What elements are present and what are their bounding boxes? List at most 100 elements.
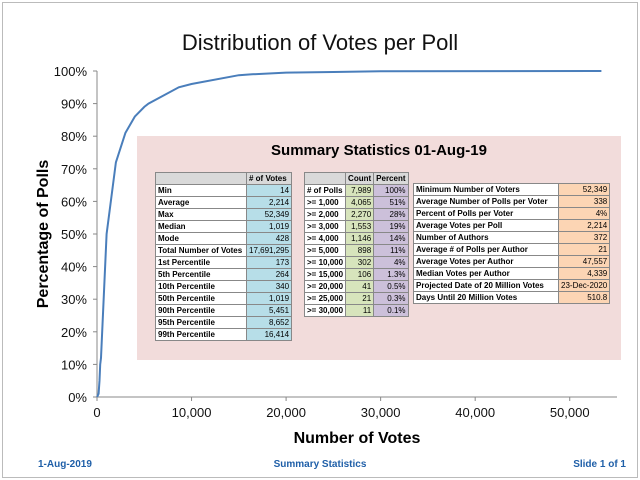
table-cell: 2,214 (245, 196, 293, 209)
table-cell: 2,214 (557, 219, 611, 232)
table-row: >= 2,000 2,270 28% (303, 208, 409, 221)
x-tick-label: 20,000 (266, 405, 306, 420)
table-row: Average Votes per Poll 2,214 (413, 219, 611, 232)
table-cell: 5,451 (245, 304, 293, 317)
other-stats-table: Minimum Number of Voters 52,349 Average Nu… (413, 183, 611, 304)
table-row: Days Until 20 Million Votes 510.8 (413, 291, 611, 304)
x-tick-label: 40,000 (455, 405, 495, 420)
table-row: >= 1,000 4,065 51% (303, 196, 409, 209)
table-row: 90th Percentile 5,451 (155, 304, 293, 317)
table-cell: 372 (557, 231, 611, 244)
table-cell: 90th Percentile (155, 304, 247, 317)
table-row: Median Votes per Author 4,339 (413, 267, 611, 280)
y-tick-label: 60% (61, 194, 87, 209)
table-row: 5th Percentile 264 (155, 268, 293, 281)
table-row: >= 3,000 1,553 19% (303, 220, 409, 233)
table-row: 10th Percentile 340 (155, 280, 293, 293)
table-cell: 4,065 (345, 196, 375, 209)
table-cell: Total Number of Votes (155, 244, 247, 257)
table-cell: 510.8 (557, 291, 611, 304)
table-cell: 99th Percentile (155, 328, 247, 341)
table-cell: Percent of Polls per Voter (413, 207, 559, 220)
table-cell: 21 (557, 243, 611, 256)
table-cell: Average Number of Polls per Voter (413, 195, 559, 208)
table-cell: 11 (345, 304, 375, 317)
table-cell: # of Votes (245, 172, 293, 185)
table-cell: 50th Percentile (155, 292, 247, 305)
table-cell: 16,414 (245, 328, 293, 341)
table-row: Mode 428 (155, 232, 293, 245)
table-row: >= 4,000 1,146 14% (303, 232, 409, 245)
table-cell: >= 10,000 (303, 256, 347, 269)
table-cell: 1,146 (345, 232, 375, 245)
table-row: 99th Percentile 16,414 (155, 328, 293, 341)
y-tick-label: 10% (61, 357, 87, 372)
table-cell: 14% (373, 232, 409, 245)
table-row: >= 5,000 898 11% (303, 244, 409, 257)
footer-slide: Slide 1 of 1 (573, 459, 626, 470)
table-cell: >= 2,000 (303, 208, 347, 221)
table-cell: Percent (373, 172, 409, 185)
table-cell: 23-Dec-2020 (557, 279, 611, 292)
chart-title: Distribution of Votes per Poll (181, 30, 459, 55)
table-row: Percent of Polls per Voter 4% (413, 207, 611, 220)
y-tick-label: 70% (61, 162, 87, 177)
table-cell: 100% (373, 184, 409, 197)
table-cell: Max (155, 208, 247, 221)
table-header: # of Votes (155, 172, 293, 185)
y-tick-label: 20% (61, 325, 87, 340)
table-cell: >= 30,000 (303, 304, 347, 317)
table-cell: 41 (345, 280, 375, 293)
x-tick-label: 30,000 (361, 405, 401, 420)
x-tick-label: 50,000 (550, 405, 590, 420)
table-cell: 338 (557, 195, 611, 208)
table-row: 50th Percentile 1,019 (155, 292, 293, 305)
table-cell: 51% (373, 196, 409, 209)
table-cell: 21 (345, 292, 375, 305)
y-tick-label: 30% (61, 292, 87, 307)
x-axis-label: Number of Votes (294, 430, 421, 447)
table-cell: 1,553 (345, 220, 375, 233)
table-row: Average 2,214 (155, 196, 293, 209)
x-tick-label: 10,000 (172, 405, 212, 420)
table-cell: 14 (245, 184, 293, 197)
footer-date: 1-Aug-2019 (38, 459, 92, 470)
table-row: # of Polls 7,989 100% (303, 184, 409, 197)
table-row: Number of Authors 372 (413, 231, 611, 244)
table-cell: Number of Authors (413, 231, 559, 244)
y-tick-label: 40% (61, 260, 87, 275)
table-cell: >= 5,000 (303, 244, 347, 257)
polls-table: Count Percent # of Polls 7,989 100% >= 1,000 4… (303, 172, 409, 317)
table-cell: Average Votes per Poll (413, 219, 559, 232)
table-cell: >= 20,000 (303, 280, 347, 293)
table-row: >= 25,000 21 0.3% (303, 292, 409, 305)
y-axis-label: Percentage of Polls (35, 160, 52, 309)
table-cell: Minimum Number of Voters (413, 183, 559, 196)
table-cell: # of Polls (303, 184, 347, 197)
table-cell: 28% (373, 208, 409, 221)
table-cell: 95th Percentile (155, 316, 247, 329)
table-cell: 340 (245, 280, 293, 293)
table-cell: 1st Percentile (155, 256, 247, 269)
table-cell: 52,349 (245, 208, 293, 221)
table-cell: 0.5% (373, 280, 409, 293)
table-cell (155, 172, 247, 185)
table-cell: Projected Date of 20 Million Votes (413, 279, 559, 292)
table-cell: Average # of Polls per Author (413, 243, 559, 256)
table-row: Median 1,019 (155, 220, 293, 233)
table-cell: 4% (373, 256, 409, 269)
table-row: Average # of Polls per Author 21 (413, 243, 611, 256)
table-cell: 173 (245, 256, 293, 269)
table-row: >= 20,000 41 0.5% (303, 280, 409, 293)
table-cell: 428 (245, 232, 293, 245)
table-cell: 4% (557, 207, 611, 220)
table-cell: 0.3% (373, 292, 409, 305)
table-row: Max 52,349 (155, 208, 293, 221)
table-cell: 8,652 (245, 316, 293, 329)
table-cell: 1.3% (373, 268, 409, 281)
footer-center: Summary Statistics (273, 459, 367, 470)
table-row: >= 30,000 11 0.1% (303, 304, 409, 317)
table-cell: Mode (155, 232, 247, 245)
